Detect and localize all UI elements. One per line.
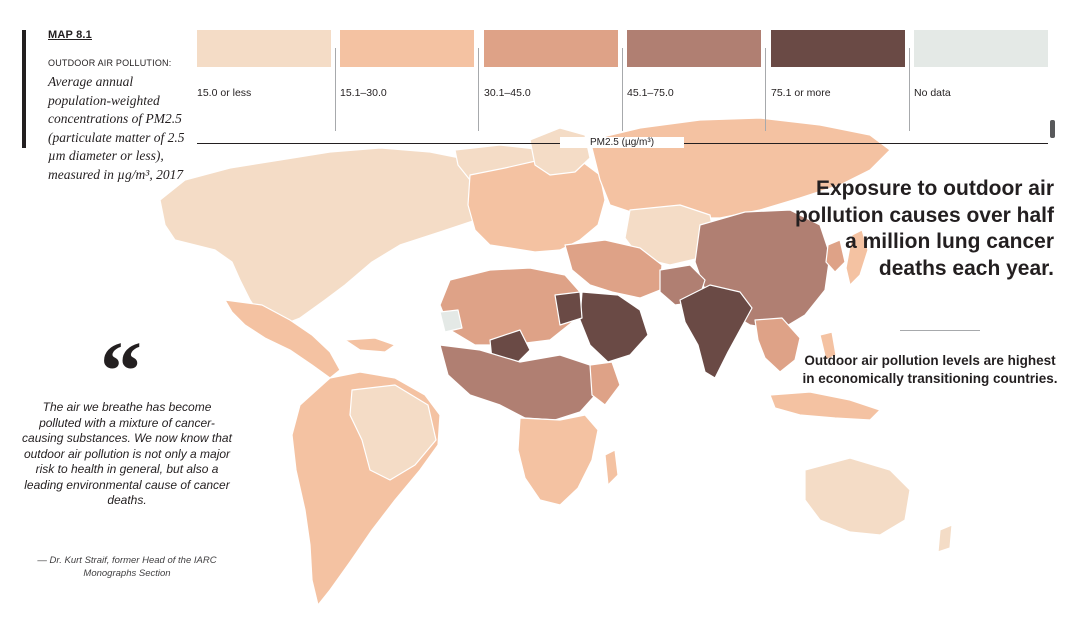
- legend-item: 75.1 or more: [771, 30, 905, 131]
- divider: [900, 330, 980, 331]
- region-indonesia: [769, 391, 881, 421]
- legend-divider: [765, 48, 766, 131]
- region-east-africa: [589, 361, 621, 406]
- quote-mark-icon: “: [100, 325, 142, 418]
- legend-label: 15.0 or less: [197, 87, 252, 99]
- region-madagascar: [604, 449, 619, 486]
- region-europe: [467, 159, 606, 253]
- legend-divider: [909, 48, 910, 131]
- region-southern-africa: [517, 414, 599, 506]
- legend-label: 45.1–75.0: [627, 87, 674, 99]
- map-description: Average annual population-weighted conce…: [48, 74, 185, 182]
- legend-swatch: [627, 30, 761, 67]
- legend-swatch: [914, 30, 1048, 67]
- region-north-america: [159, 147, 506, 326]
- legend-divider: [478, 48, 479, 131]
- region-japan: [845, 229, 869, 286]
- legend-item: 15.1–30.0: [340, 30, 474, 131]
- quote-text: The air we breathe has become polluted w…: [22, 400, 232, 507]
- subtext: Outdoor air pollution levels are highest…: [802, 353, 1058, 386]
- region-western-sahara: [439, 309, 463, 333]
- map-label: OUTDOOR AIR POLLUTION:: [48, 58, 172, 68]
- accent-bar: [22, 30, 26, 148]
- legend-unit-label: PM2.5 (µg/m³): [560, 137, 684, 148]
- scroll-handle[interactable]: [1050, 120, 1055, 138]
- region-arabian-peninsula: [579, 291, 649, 363]
- region-southeast-asia: [754, 317, 801, 373]
- legend-swatch: [340, 30, 474, 67]
- region-new-zealand: [937, 524, 953, 553]
- region-philippines: [819, 331, 837, 361]
- region-middle-east: [564, 239, 663, 299]
- legend-label: 30.1–45.0: [484, 87, 531, 99]
- legend-item: No data: [914, 30, 1048, 131]
- legend-label: 15.1–30.0: [340, 87, 387, 99]
- legend-label: No data: [914, 87, 951, 99]
- quote-attribution: — Dr. Kurt Straif, former Head of the IA…: [37, 555, 217, 579]
- legend-divider: [335, 48, 336, 131]
- region-caribbean: [344, 337, 396, 353]
- legend-swatch: [197, 30, 331, 67]
- region-india: [679, 284, 753, 379]
- legend-divider: [622, 48, 623, 131]
- region-brazil: [349, 384, 437, 481]
- region-australia: [804, 457, 911, 536]
- legend-item: 45.1–75.0: [627, 30, 761, 131]
- legend-item: 15.0 or less: [197, 30, 331, 131]
- legend-swatch: [484, 30, 618, 67]
- headline: Exposure to outdoor air pollution causes…: [794, 177, 1054, 280]
- map-number: MAP 8.1: [48, 29, 92, 41]
- region-egypt: [554, 291, 583, 326]
- legend-swatch: [771, 30, 905, 67]
- legend-label: 75.1 or more: [771, 87, 831, 99]
- region-korea: [825, 239, 846, 273]
- region-central-africa: [439, 344, 599, 421]
- legend-item: 30.1–45.0: [484, 30, 618, 131]
